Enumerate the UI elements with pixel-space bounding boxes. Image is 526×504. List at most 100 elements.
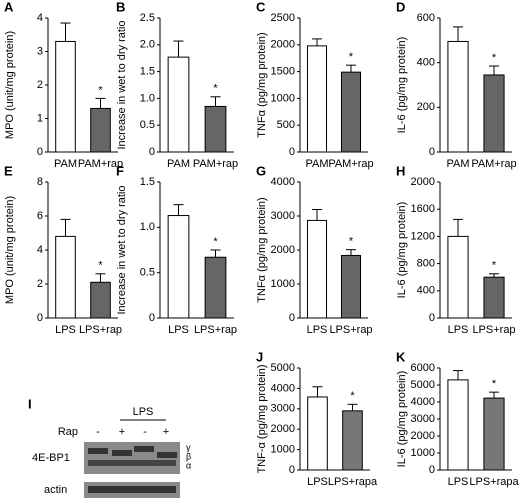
x-tick-label: PAM+rap [78, 158, 123, 170]
significance-mark: * [492, 378, 497, 390]
x-tick-label: PAM+rap [193, 158, 238, 170]
x-tick-label: LPS+rapa [328, 476, 378, 488]
y-axis-label: IL-6 (pg/mg protein) [396, 202, 408, 299]
y-tick-label: 5000 [411, 379, 435, 391]
y-tick-label: 4 [37, 244, 43, 256]
isoform-label: γ [186, 442, 191, 452]
isoform-label: β [186, 451, 191, 461]
y-tick-label: 2 [37, 278, 43, 290]
y-tick-label: 2.5 [140, 12, 155, 24]
bar [447, 379, 469, 471]
x-tick-label: PAM [446, 158, 469, 170]
x-tick-label: PAM [54, 158, 77, 170]
group-label: LPS [133, 406, 154, 418]
band [134, 446, 154, 452]
y-tick-label: 500 [277, 119, 295, 131]
y-tick-label: 3000 [271, 210, 295, 222]
bar [90, 107, 111, 153]
bar [167, 215, 190, 319]
significance-mark: * [349, 51, 354, 63]
panel-letter: A [4, 0, 14, 14]
bar [307, 396, 328, 471]
y-tick-label: 0 [289, 464, 295, 476]
y-tick-label: 3000 [271, 403, 295, 415]
isoform-label: α [186, 460, 191, 470]
y-tick-label: 2 [37, 79, 43, 91]
y-tick-label: 4000 [411, 396, 435, 408]
x-tick-label: LPS+rap [472, 324, 515, 336]
bar [55, 235, 76, 319]
x-tick-label: LPS [448, 476, 469, 488]
y-tick-label: 1.5 [140, 66, 155, 78]
bar [342, 410, 363, 471]
bar [447, 40, 469, 153]
y-axis-label: IL-6 (pg/mg protein) [396, 37, 408, 134]
band-label: actin [44, 484, 67, 496]
y-tick-label: 1000 [271, 278, 295, 290]
panel-letter: C [256, 0, 266, 14]
y-tick-label: 8 [37, 176, 43, 188]
significance-mark: * [213, 83, 218, 95]
y-tick-label: 0.5 [140, 267, 155, 279]
y-tick-label: 4 [37, 12, 43, 24]
y-axis-label: Increase in wet to dry ratio [116, 20, 128, 149]
y-tick-label: 600 [417, 12, 435, 24]
y-tick-label: 200 [417, 101, 435, 113]
panel-letter: K [396, 349, 406, 364]
y-tick-label: 6 [37, 210, 43, 222]
significance-mark: * [213, 236, 218, 248]
x-tick-label: LPS [448, 324, 469, 336]
y-tick-label: 1.0 [140, 92, 155, 104]
panel-letter: F [116, 163, 124, 178]
bar [306, 45, 328, 153]
lane-sign: - [96, 426, 100, 438]
y-tick-label: 0.5 [140, 119, 155, 131]
bar [447, 235, 469, 319]
y-tick-label: 400 [417, 57, 435, 69]
y-tick-label: 1000 [411, 447, 435, 459]
x-tick-label: PAM [167, 158, 190, 170]
x-tick-label: PAM+rap [471, 158, 516, 170]
significance-mark: * [492, 260, 497, 272]
panel-letter: B [116, 0, 125, 14]
x-tick-label: LPS [55, 324, 76, 336]
significance-mark: * [349, 236, 354, 248]
band-label: 4E-BP1 [32, 452, 70, 464]
y-tick-label: 0 [37, 146, 43, 158]
blot: I LPS Rap - + - + 4E-BP1 actin γ β α [28, 396, 191, 498]
x-tick-label: LPS [307, 324, 328, 336]
y-tick-label: 1.5 [140, 176, 155, 188]
y-tick-label: 0 [149, 146, 155, 158]
y-axis-label: Increase in wet to dry ratio [116, 185, 128, 314]
y-tick-label: 4000 [271, 382, 295, 394]
bar [340, 254, 362, 319]
y-tick-label: 6000 [411, 362, 435, 374]
bar [306, 219, 328, 319]
bar [204, 256, 227, 319]
y-tick-label: 4000 [271, 176, 295, 188]
panel-letter: D [396, 0, 405, 14]
y-tick-label: 3000 [411, 413, 435, 425]
x-tick-label: LPS [307, 476, 328, 488]
band [88, 486, 176, 493]
y-tick-label: 1000 [271, 444, 295, 456]
significance-mark: * [98, 84, 103, 96]
panel-letter: J [256, 349, 263, 364]
y-tick-label: 400 [417, 285, 435, 297]
y-tick-label: 2000 [271, 244, 295, 256]
y-tick-label: 2.0 [140, 39, 155, 51]
y-tick-label: 2000 [271, 423, 295, 435]
significance-mark: * [350, 390, 355, 402]
y-tick-label: 1.0 [140, 221, 155, 233]
panel-letter: G [256, 163, 266, 178]
y-tick-label: 2000 [411, 430, 435, 442]
x-tick-label: LPS+rap [194, 324, 237, 336]
y-tick-label: 2000 [411, 176, 435, 188]
y-tick-label: 0 [289, 312, 295, 324]
bar [483, 276, 505, 319]
bar [204, 105, 227, 153]
y-tick-label: 5000 [271, 362, 295, 374]
lane-sign: + [163, 426, 169, 438]
y-tick-label: 0 [429, 146, 435, 158]
